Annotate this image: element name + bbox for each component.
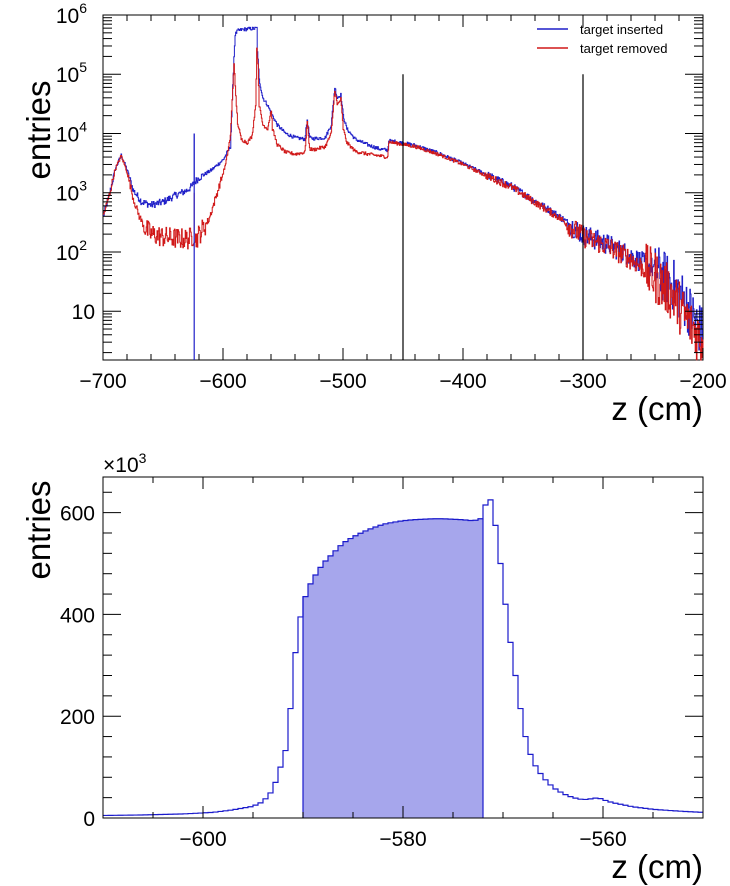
bottom-chart: −600 −580 −560 0 200 400 600 ×103 entries z (…: [20, 450, 704, 885]
x-tick-label: −400: [439, 370, 486, 393]
y-tick-label: 103: [56, 178, 87, 206]
y-tick-exp: 6: [79, 0, 87, 16]
y-tick-base: 10: [56, 123, 79, 146]
y-tick-exp: 5: [79, 59, 87, 75]
legend-label-inserted: target inserted: [580, 22, 663, 37]
bottom-y-multiplier: ×103: [103, 450, 147, 477]
top-y-axis-title: entries: [20, 80, 57, 179]
x-tick-label: −560: [579, 828, 626, 851]
top-chart: −700 −600 −500 −400 −300 −200 101021031041051…: [20, 0, 727, 427]
y-tick-base: 10: [56, 183, 79, 206]
y-tick-exp: 2: [79, 237, 87, 253]
y-tick-base: 10: [56, 5, 79, 28]
x-tick-label: −600: [199, 370, 246, 393]
top-markers-layer: [193, 74, 584, 360]
y-tick-label: 0: [83, 808, 95, 831]
top-x-ticks: −700 −600 −500 −400 −300 −200: [79, 15, 727, 393]
y-tick-label: 104: [56, 118, 87, 146]
y-tick-label: 600: [60, 503, 95, 526]
y-tick-label: 105: [56, 59, 87, 87]
y-tick-label: 10: [72, 301, 95, 324]
top-x-axis-title: z (cm): [611, 390, 703, 427]
y-tick-label: 102: [56, 237, 87, 265]
bottom-shaded-region: [302, 518, 484, 818]
x-tick-label: −500: [319, 370, 366, 393]
x-tick-label: −200: [679, 370, 726, 393]
y-tick-base: 10: [56, 64, 79, 87]
legend-label-removed: target removed: [580, 41, 667, 56]
y-tick-exp: 4: [79, 118, 87, 134]
y-tick-base: 10: [56, 242, 79, 265]
top-legend: target inserted target removed: [537, 22, 667, 56]
bottom-x-ticks: −600 −580 −560: [102, 477, 704, 851]
x-tick-label: −700: [79, 370, 126, 393]
y-tick-label: 400: [60, 604, 95, 627]
y-tick-label: 200: [60, 706, 95, 729]
x-tick-label: −580: [379, 828, 426, 851]
x-tick-label: −300: [559, 370, 606, 393]
bottom-y-multiplier-base: ×10: [103, 454, 139, 477]
bottom-y-axis-title: entries: [20, 480, 57, 579]
x-tick-label: −600: [179, 828, 226, 851]
bottom-x-axis-title: z (cm): [611, 848, 703, 885]
y-tick-exp: 3: [79, 178, 87, 194]
y-tick-label: 106: [56, 0, 87, 28]
shaded-area: [303, 518, 483, 818]
bottom-y-ticks: 0 200 400 600: [60, 491, 703, 831]
bottom-y-multiplier-exp: 3: [139, 450, 147, 466]
